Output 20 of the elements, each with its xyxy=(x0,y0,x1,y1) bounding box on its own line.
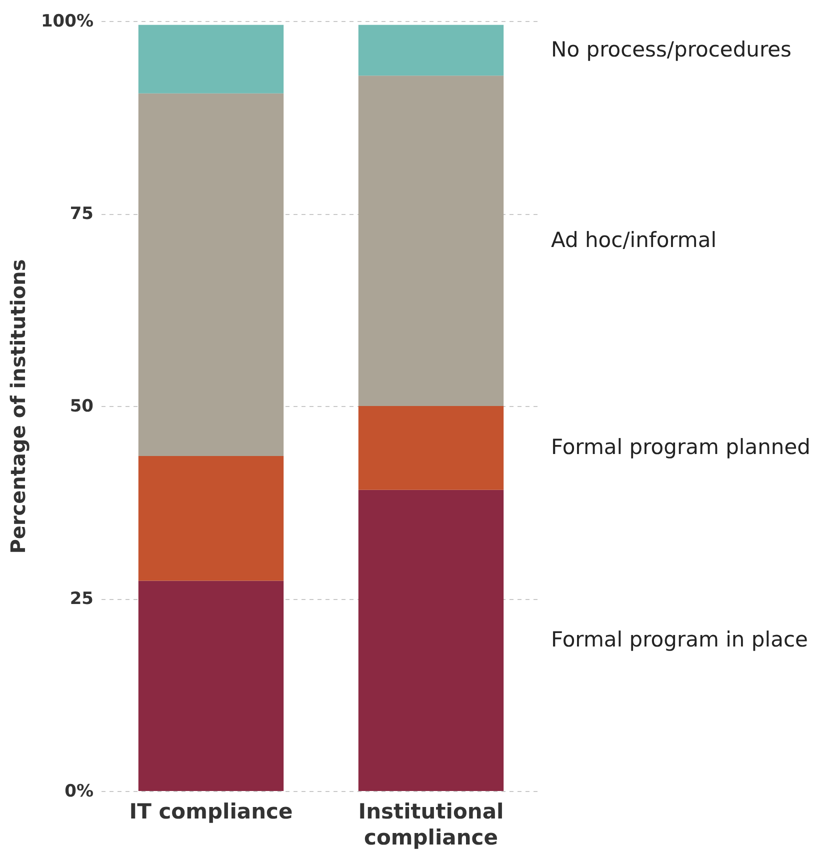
bar xyxy=(358,490,504,791)
bar xyxy=(138,93,284,456)
bar xyxy=(358,24,504,76)
text: No process/procedures xyxy=(551,37,792,62)
x-tick-label: IT compliance xyxy=(129,800,293,824)
y-axis-title: Percentage of institutions xyxy=(6,259,30,554)
text: Formal program in place xyxy=(551,627,808,652)
bar xyxy=(358,76,504,406)
y-tick-label: 75 xyxy=(70,204,94,224)
bar xyxy=(138,456,284,581)
text: Formal program planned xyxy=(551,434,810,459)
y-tick-label: 25 xyxy=(70,589,94,609)
x-tick-label: Institutional compliance xyxy=(358,800,504,850)
bar xyxy=(358,406,504,490)
text: Ad hoc/informal xyxy=(551,228,717,252)
y-tick-label: 50 xyxy=(70,396,94,416)
y-tick-label: 100% xyxy=(40,12,94,32)
bar xyxy=(138,580,284,791)
bar xyxy=(138,24,284,94)
y-tick-label: 0% xyxy=(64,782,94,802)
